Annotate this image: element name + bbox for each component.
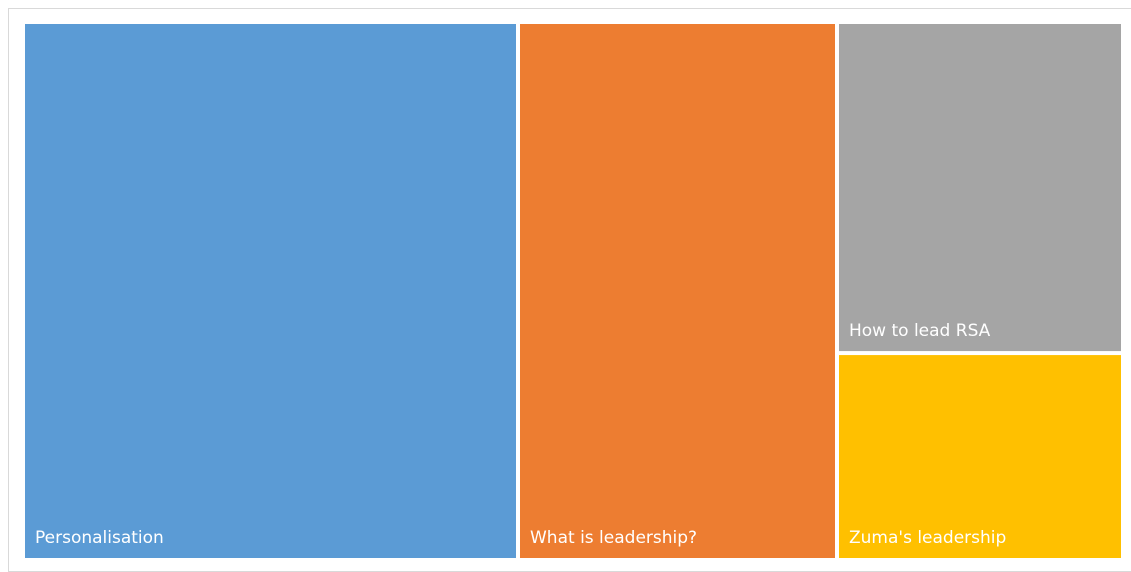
tile-label: How to lead RSA [849,321,991,341]
tile-label: Personalisation [35,528,164,548]
tile-label: Zuma's leadership [849,528,1006,548]
tile [25,24,516,558]
tile [520,24,835,558]
tile [839,355,1121,558]
tile-label: What is leadership? [530,528,697,548]
tile [839,24,1121,352]
